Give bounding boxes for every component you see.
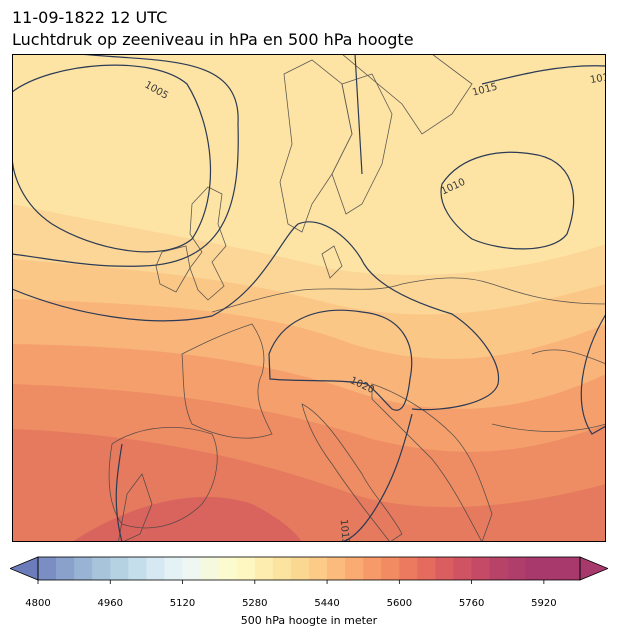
- colorbar-cell: [345, 557, 364, 580]
- colorbar-tick-label: 5440: [314, 598, 340, 609]
- colorbar-tick-label: 5280: [242, 598, 268, 609]
- colorbar-cell: [399, 557, 418, 580]
- colorbar-tick-label: 5120: [169, 598, 196, 609]
- isobar-label-1015-west: 1015: [589, 71, 606, 86]
- colorbar-cell: [290, 557, 310, 580]
- colorbar-cell: [38, 557, 57, 580]
- isobars: [12, 54, 606, 542]
- colorbar-cell: [254, 557, 274, 580]
- colorbar-cell: [327, 557, 346, 580]
- colorbar-cell: [200, 557, 220, 580]
- isobar-label-1015-south: 1015: [338, 519, 351, 542]
- colorbar-tick-label: 5760: [458, 598, 485, 609]
- colorbar-tick-label: 5920: [531, 598, 557, 609]
- colorbar-cell: [236, 557, 256, 580]
- colorbar-cell: [182, 557, 202, 580]
- height-band-7: [72, 496, 302, 542]
- colorbar-extend-max: [580, 557, 608, 580]
- colorbar-cell: [309, 557, 328, 580]
- map-datetime: 11-09-1822 12 UTC: [12, 8, 168, 27]
- map-title: Luchtdruk op zeeniveau in hPa en 500 hPa…: [12, 30, 414, 49]
- colorbar-extend-min: [10, 557, 38, 580]
- colorbar-cell: [164, 557, 184, 580]
- weather-map: 1005 1010 1015 1020 1015 1015: [12, 54, 606, 542]
- colorbar-cell: [543, 557, 563, 580]
- colorbar-cell: [381, 557, 400, 580]
- colorbar-cell: [453, 557, 473, 580]
- colorbar-cell: [56, 557, 75, 580]
- colorbar-cell: [92, 557, 111, 580]
- colorbar-cell: [489, 557, 509, 580]
- colorbar-cell: [272, 557, 292, 580]
- colorbar-cell: [561, 557, 581, 580]
- colorbar-cell: [525, 557, 545, 580]
- colorbar-cell: [507, 557, 527, 580]
- colorbar-cell: [417, 557, 436, 580]
- colorbar-cell: [435, 557, 455, 580]
- colorbar-cell: [74, 557, 93, 580]
- colorbar-cell: [363, 557, 382, 580]
- colorbar-cell: [128, 557, 147, 580]
- colorbar-tick-label: 4800: [25, 598, 51, 609]
- colorbar-cell: [110, 557, 129, 580]
- coastlines: [108, 54, 606, 542]
- colorbar-label: 500 hPa hoogte in meter: [240, 614, 378, 627]
- colorbar-tick-label: 4960: [97, 598, 123, 609]
- colorbar-cell: [146, 557, 165, 580]
- height-colorbar: [10, 556, 608, 584]
- colorbar-cell: [218, 557, 238, 580]
- colorbar-cell: [471, 557, 491, 580]
- colorbar-tick-label: 5600: [386, 598, 413, 609]
